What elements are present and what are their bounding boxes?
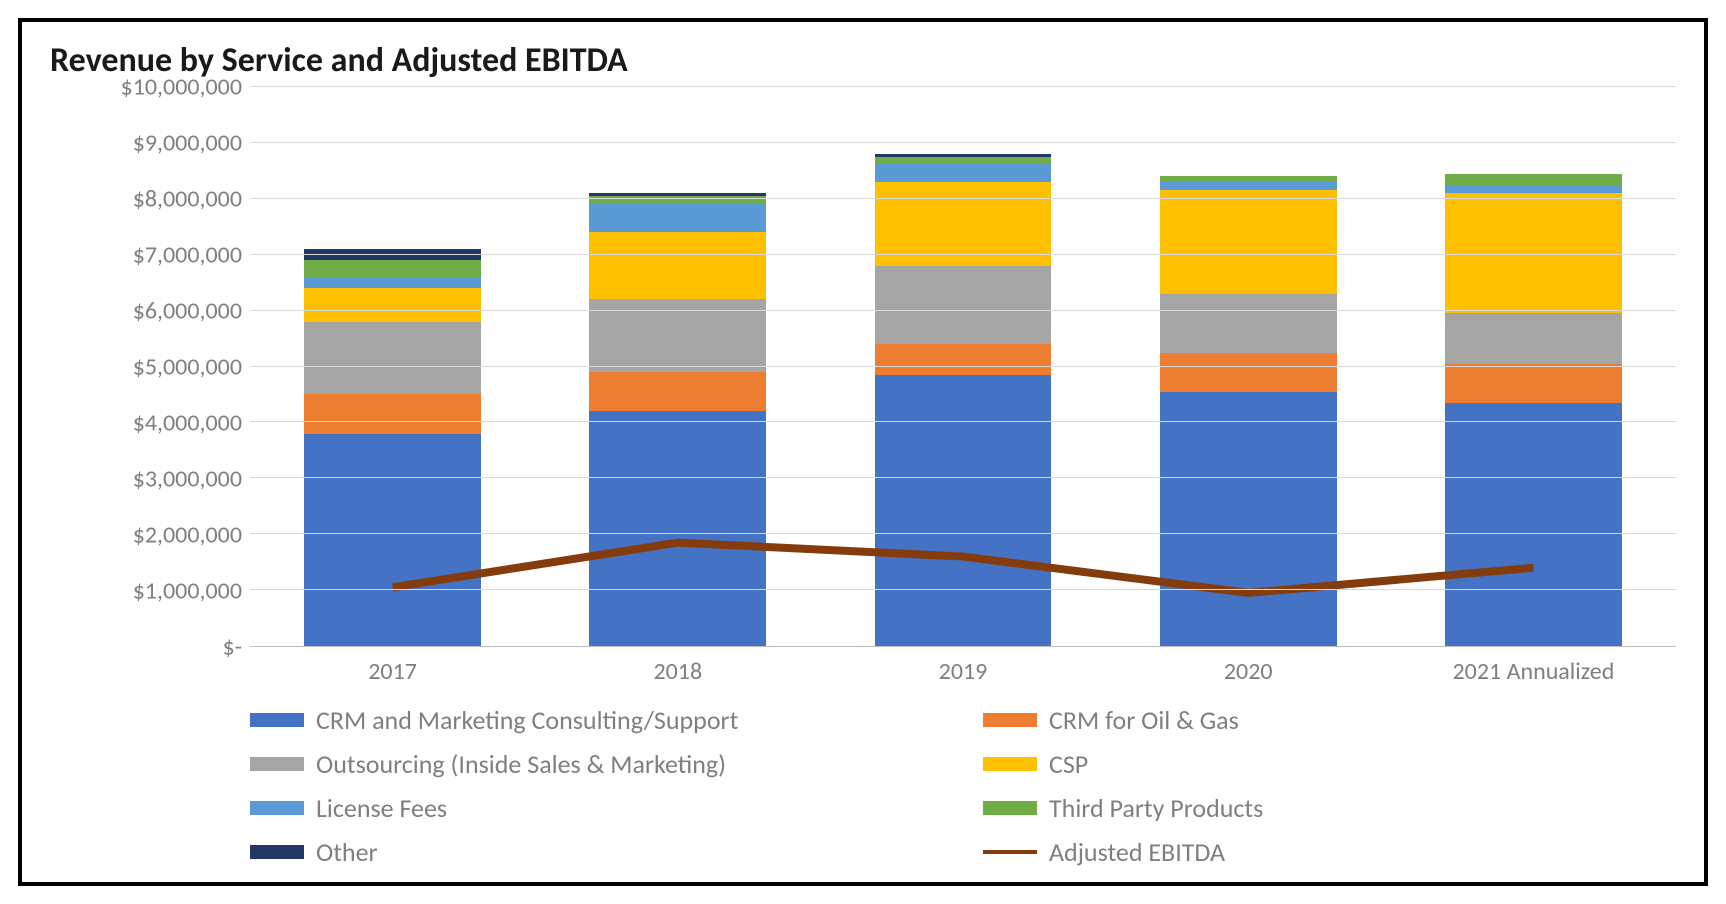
x-axis-labels: 20172018201920202021 Annualized bbox=[250, 647, 1676, 686]
legend-swatch bbox=[250, 845, 304, 859]
plot bbox=[250, 87, 1676, 647]
chart-area: $- $1,000,000 $2,000,000 $3,000,000 $4,000,0… bbox=[50, 87, 1676, 868]
y-tick-label: $5,000,000 bbox=[133, 353, 242, 382]
x-axis-label: 2021 Annualized bbox=[1391, 647, 1676, 686]
bar-segment-csp bbox=[1160, 190, 1337, 293]
bar-segment-third_party bbox=[304, 260, 481, 277]
bar-slot bbox=[250, 87, 535, 646]
grid-line bbox=[250, 477, 1676, 478]
legend-item: License Fees bbox=[250, 792, 943, 824]
bar-segment-outsourcing bbox=[304, 322, 481, 395]
y-tick-label: $10,000,000 bbox=[121, 73, 242, 102]
bar-segment-license_fees bbox=[304, 277, 481, 288]
legend-label: License Fees bbox=[316, 792, 447, 824]
bar-segment-outsourcing bbox=[875, 266, 1052, 344]
bar-segment-crm_oil_gas bbox=[1160, 353, 1337, 392]
grid-line bbox=[250, 310, 1676, 311]
y-tick-label: $2,000,000 bbox=[133, 521, 242, 550]
grid-line bbox=[250, 366, 1676, 367]
legend-label: Outsourcing (Inside Sales & Marketing) bbox=[316, 748, 726, 780]
legend-item: Adjusted EBITDA bbox=[983, 836, 1676, 868]
x-axis-label: 2017 bbox=[250, 647, 535, 686]
legend-swatch bbox=[983, 801, 1037, 815]
bar-segment-crm_marketing bbox=[1160, 392, 1337, 646]
x-axis-label: 2020 bbox=[1106, 647, 1391, 686]
y-tick-label: $8,000,000 bbox=[133, 185, 242, 214]
y-tick-label: $4,000,000 bbox=[133, 409, 242, 438]
grid-line bbox=[250, 589, 1676, 590]
bar-segment-crm_marketing bbox=[1445, 403, 1622, 646]
legend-label: Third Party Products bbox=[1049, 792, 1263, 824]
bar-segment-crm_marketing bbox=[304, 434, 481, 646]
legend-swatch bbox=[983, 713, 1037, 727]
bar-slot bbox=[1391, 87, 1676, 646]
grid-line bbox=[250, 198, 1676, 199]
legend-item: Outsourcing (Inside Sales & Marketing) bbox=[250, 748, 943, 780]
chart-title: Revenue by Service and Adjusted EBITDA bbox=[50, 40, 1676, 81]
legend-swatch bbox=[250, 713, 304, 727]
legend-label: CRM for Oil & Gas bbox=[1049, 704, 1239, 736]
y-axis: $-$1,000,000$2,000,000$3,000,000$4,000,0… bbox=[50, 87, 250, 647]
bar-segment-license_fees bbox=[875, 163, 1052, 183]
legend-swatch-line bbox=[983, 850, 1037, 854]
y-tick-label: $6,000,000 bbox=[133, 297, 242, 326]
legend-item: CSP bbox=[983, 748, 1676, 780]
stacked-bar bbox=[875, 87, 1052, 646]
bar-slot bbox=[535, 87, 820, 646]
bar-segment-crm_oil_gas bbox=[589, 372, 766, 411]
legend-label: CRM and Marketing Consulting/Support bbox=[316, 704, 738, 736]
bars-container bbox=[250, 87, 1676, 646]
bar-segment-crm_marketing bbox=[589, 411, 766, 646]
legend-item: CRM for Oil & Gas bbox=[983, 704, 1676, 736]
legend-label: Other bbox=[316, 836, 378, 868]
bar-segment-license_fees bbox=[1160, 182, 1337, 190]
y-tick-label: $- bbox=[222, 633, 242, 662]
legend-label: Adjusted EBITDA bbox=[1049, 836, 1225, 868]
bar-segment-license_fees bbox=[589, 204, 766, 232]
grid-line bbox=[250, 421, 1676, 422]
bar-slot bbox=[820, 87, 1105, 646]
y-tick-label: $9,000,000 bbox=[133, 129, 242, 158]
legend-swatch bbox=[250, 801, 304, 815]
legend-item: Other bbox=[250, 836, 943, 868]
legend-item: CRM and Marketing Consulting/Support bbox=[250, 704, 943, 736]
y-tick-label: $7,000,000 bbox=[133, 241, 242, 270]
bar-segment-csp bbox=[589, 232, 766, 299]
grid-line bbox=[250, 142, 1676, 143]
chart-frame: Revenue by Service and Adjusted EBITDA $… bbox=[18, 18, 1708, 886]
bar-segment-third_party bbox=[1445, 174, 1622, 185]
x-axis-label: 2019 bbox=[820, 647, 1105, 686]
legend: CRM and Marketing Consulting/Support CRM … bbox=[250, 704, 1676, 868]
y-tick-label: $1,000,000 bbox=[133, 577, 242, 606]
bar-segment-other bbox=[304, 249, 481, 260]
x-axis-label: 2018 bbox=[535, 647, 820, 686]
bar-segment-crm_oil_gas bbox=[1445, 364, 1622, 403]
bar-segment-crm_oil_gas bbox=[304, 394, 481, 433]
stacked-bar bbox=[304, 87, 481, 646]
legend-label: CSP bbox=[1049, 748, 1088, 780]
stacked-bar bbox=[1160, 87, 1337, 646]
legend-item: Third Party Products bbox=[983, 792, 1676, 824]
y-tick-label: $3,000,000 bbox=[133, 465, 242, 494]
grid-line bbox=[250, 86, 1676, 87]
bar-segment-crm_oil_gas bbox=[875, 344, 1052, 375]
legend-swatch bbox=[250, 757, 304, 771]
stacked-bar bbox=[589, 87, 766, 646]
grid-line bbox=[250, 254, 1676, 255]
stacked-bar bbox=[1445, 87, 1622, 646]
bar-segment-outsourcing bbox=[1160, 294, 1337, 353]
bar-segment-license_fees bbox=[1445, 185, 1622, 193]
plot-row: $-$1,000,000$2,000,000$3,000,000$4,000,0… bbox=[50, 87, 1676, 647]
bar-slot bbox=[1106, 87, 1391, 646]
bar-segment-csp bbox=[304, 288, 481, 322]
bar-segment-outsourcing bbox=[1445, 313, 1622, 363]
bar-segment-crm_marketing bbox=[875, 375, 1052, 646]
legend-swatch bbox=[983, 757, 1037, 771]
grid-line bbox=[250, 533, 1676, 534]
